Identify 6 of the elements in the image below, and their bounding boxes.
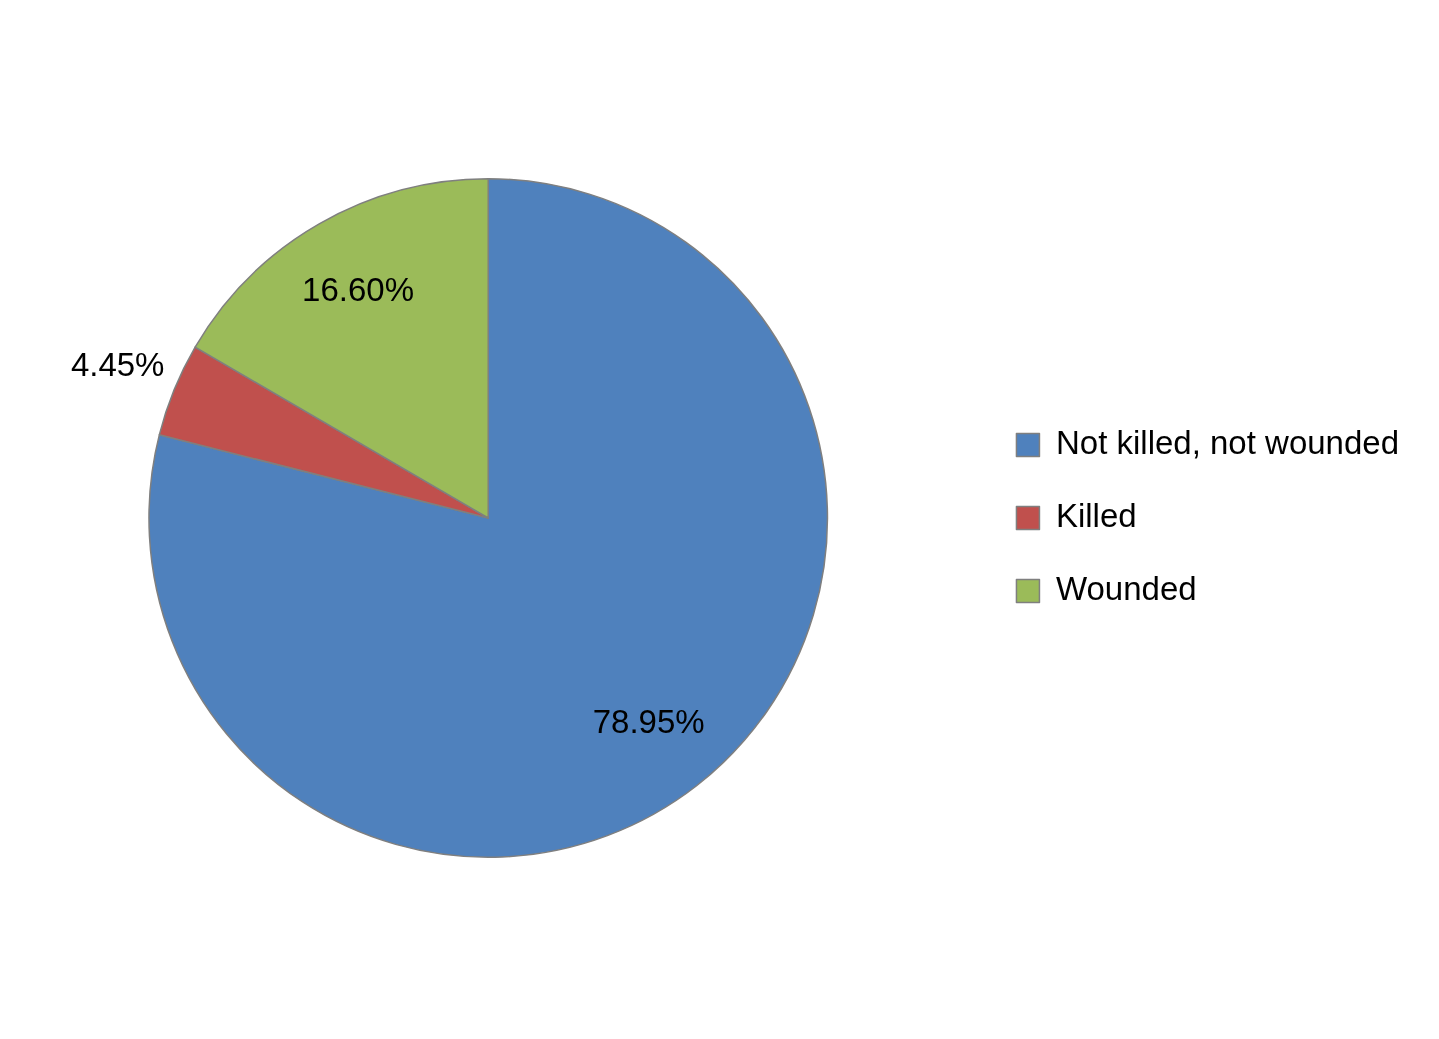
data-label: 16.60%	[302, 270, 415, 308]
legend-label: Killed	[1055, 497, 1137, 535]
legend-label: Wounded	[1055, 570, 1197, 608]
data-label: 78.95%	[592, 703, 705, 741]
data-label: 4.45%	[70, 345, 165, 383]
legend-label: Not killed, not wounded	[1055, 424, 1400, 462]
